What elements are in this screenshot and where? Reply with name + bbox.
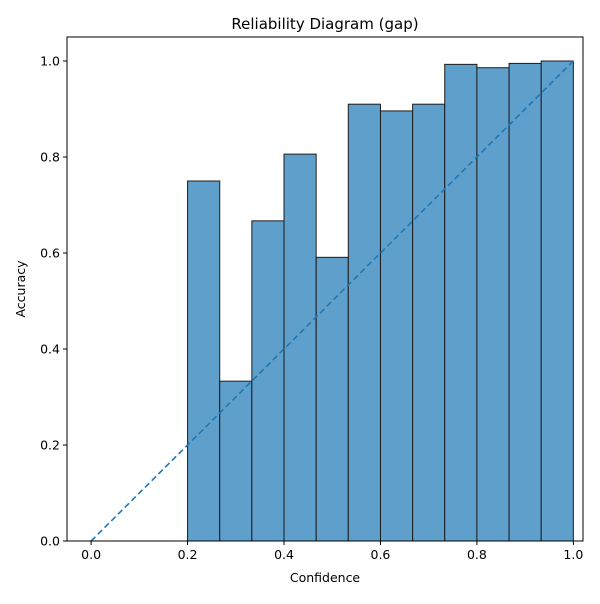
y-tick-label: 0.8 [40,150,60,165]
bar-bin-11 [508,62,542,542]
y-tick-label: 0.0 [40,534,60,549]
bar-bin-12 [540,60,574,542]
x-tick-label: 0.8 [467,547,487,562]
x-tick-label: 0.0 [81,547,101,562]
x-tick-label: 0.4 [274,547,294,562]
bars-group [187,60,574,542]
y-tick-label: 1.0 [40,54,60,69]
x-axis-label: Confidence [290,570,361,585]
bar-bin-7 [379,110,414,542]
x-tick-label: 0.6 [371,547,391,562]
x-tick-label: 1.0 [563,547,583,562]
y-tick-label: 0.6 [40,246,60,261]
bar-bin-4 [283,153,317,542]
bar-bin-9 [444,63,478,542]
bar-bin-1 [187,180,221,542]
y-tick-label: 0.2 [40,438,60,453]
y-ticks-group: 0.0 0.2 0.4 0.6 0.8 1.0 [40,54,67,549]
y-tick-label: 0.4 [40,342,60,357]
bar-bin-6 [347,103,381,542]
plot-frame [66,36,584,542]
bar-bin-3 [251,220,285,542]
bar-bin-10 [476,67,510,542]
x-ticks-group: 0.0 0.2 0.4 0.6 0.8 1.0 [81,541,583,562]
x-tick-label: 0.2 [178,547,198,562]
chart-title: Reliability Diagram (gap) [231,15,418,33]
bar-bin-5 [315,256,349,542]
y-axis-label: Accuracy [13,260,28,318]
bar-bin-2 [219,380,253,542]
bar-bin-8 [412,103,446,542]
